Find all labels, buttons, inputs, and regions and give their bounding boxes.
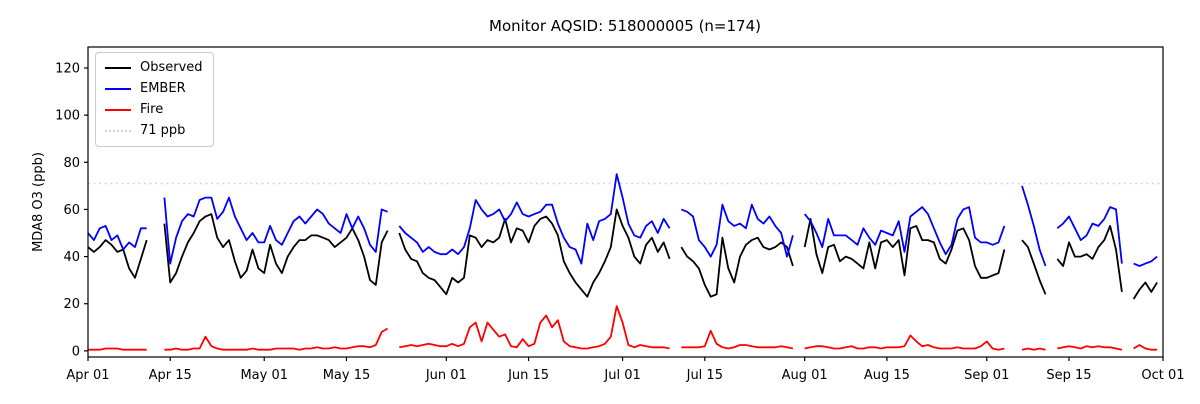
x-tick-label: Jun 15 (507, 368, 549, 383)
legend: Observed EMBER Fire 71 ppb (95, 52, 214, 147)
axes-frame-group (87, 46, 1164, 358)
ember-series-line (87, 173, 1158, 267)
71-ppb-legend-line-icon (105, 130, 131, 132)
fire-legend-line-icon (105, 109, 131, 111)
legend-item-fire: Fire (105, 102, 203, 118)
y-tick-label: 60 (63, 203, 80, 218)
legend-item-label: Fire (140, 102, 164, 117)
x-tick-label: Jul 01 (603, 368, 640, 383)
y-tick-label: 20 (63, 297, 80, 312)
y-tick-label: 80 (63, 156, 80, 171)
y-axis-ticks-group: 0 20 40 60 80 100 120 (55, 61, 88, 359)
observed-series-line (87, 208, 1158, 300)
legend-item-ember: EMBER (105, 81, 203, 97)
x-tick-label: Aug 15 (864, 368, 910, 383)
x-tick-label: Apr 15 (149, 368, 192, 383)
x-tick-label: Sep 15 (1046, 368, 1091, 383)
x-tick-label: Aug 01 (782, 368, 828, 383)
y-tick-label: 40 (63, 250, 80, 265)
series-lines-group (87, 173, 1158, 351)
x-tick-label: Oct 01 (1141, 368, 1184, 383)
plot-frame (87, 46, 1164, 358)
y-tick-label: 120 (55, 61, 80, 76)
x-axis-ticks-group: Apr 01 Apr 15 May 01 May 15 Jun 01 Jun 15 Jul … (66, 357, 1185, 383)
ember-legend-line-icon (105, 88, 131, 90)
x-tick-label: May 01 (240, 368, 288, 383)
legend-item-label: 71 ppb (140, 123, 186, 138)
x-tick-label: Jul 15 (686, 368, 723, 383)
x-tick-label: Apr 01 (66, 368, 109, 383)
legend-item-label: EMBER (140, 81, 186, 96)
y-tick-label: 0 (72, 344, 80, 359)
legend-item-label: Observed (140, 60, 203, 75)
x-tick-label: Jun 01 (425, 368, 467, 383)
y-axis-label: MDA8 O3 (ppb) (31, 152, 46, 252)
y-tick-label: 100 (55, 109, 80, 124)
legend-item-observed: Observed (105, 60, 203, 76)
fire-series-line (88, 305, 1158, 351)
x-tick-label: May 15 (323, 368, 371, 383)
chart-title: Monitor AQSID: 518000005 (n=174) (489, 17, 761, 35)
x-tick-label: Sep 01 (964, 368, 1009, 383)
observed-legend-line-icon (105, 67, 131, 69)
legend-item-71-ppb: 71 ppb (105, 123, 203, 139)
